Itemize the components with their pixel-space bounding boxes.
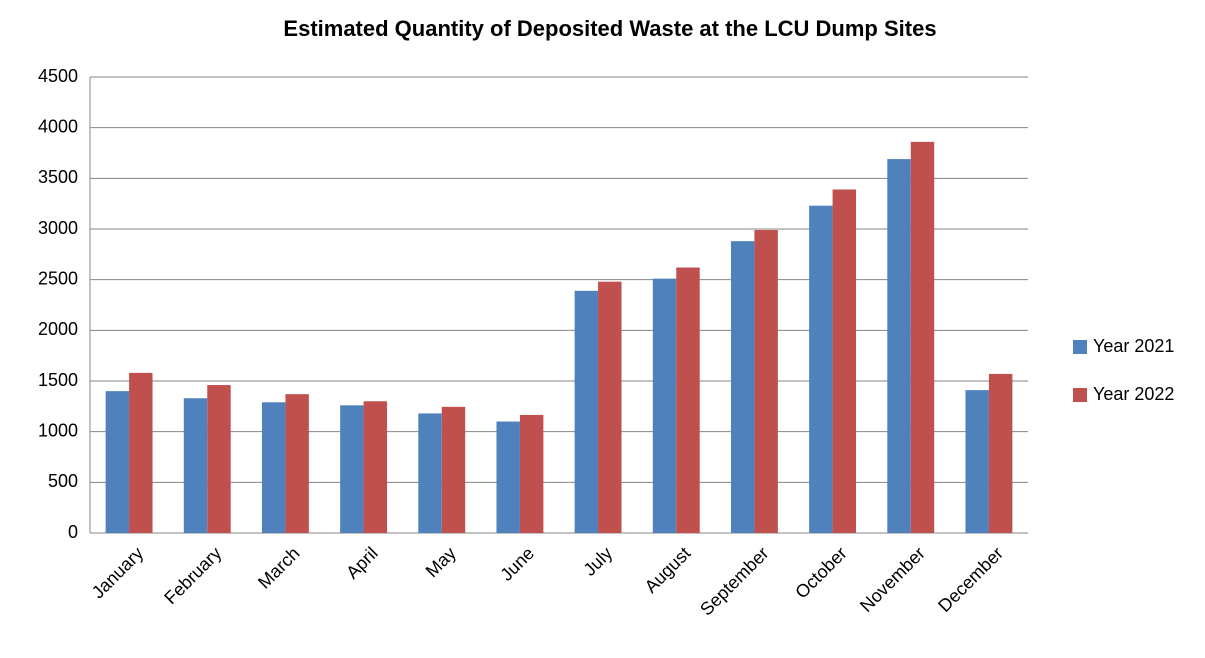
x-tick-label: April	[342, 543, 382, 583]
x-tick-label: June	[496, 543, 538, 585]
y-tick-label: 2000	[38, 319, 78, 339]
legend-label: Year 2022	[1093, 384, 1174, 404]
bar	[574, 290, 599, 533]
bar	[754, 230, 778, 533]
bar	[965, 390, 989, 533]
bar	[676, 267, 700, 533]
bar	[418, 413, 442, 533]
bar	[496, 421, 520, 533]
x-tick-label: July	[579, 543, 616, 580]
y-tick-label: 2500	[38, 268, 78, 288]
bar	[910, 141, 935, 533]
bar	[887, 159, 911, 533]
x-tick-label: November	[856, 543, 929, 616]
x-tick-label: March	[254, 543, 304, 593]
bar	[363, 401, 388, 533]
bar	[183, 398, 208, 533]
legend-swatch	[1073, 388, 1087, 402]
bar	[129, 372, 153, 533]
y-tick-label: 3000	[38, 218, 78, 238]
bar	[988, 373, 1013, 533]
chart-title: Estimated Quantity of Deposited Waste at…	[283, 16, 936, 41]
bar	[809, 205, 833, 533]
bar	[340, 405, 364, 533]
bar	[105, 391, 130, 533]
x-tick-label: September	[696, 543, 772, 619]
x-tick-label: February	[160, 543, 225, 608]
y-tick-label: 1000	[38, 420, 78, 440]
y-tick-label: 4500	[38, 66, 78, 86]
y-tick-label: 3500	[38, 167, 78, 187]
bar	[832, 189, 857, 534]
bar	[598, 281, 622, 533]
legend-label: Year 2021	[1093, 336, 1174, 356]
bar	[730, 241, 755, 533]
bar	[261, 402, 286, 533]
x-tick-label: January	[88, 543, 147, 602]
bar	[285, 394, 309, 533]
x-tick-label: October	[791, 543, 850, 602]
y-tick-label: 0	[68, 522, 78, 542]
x-tick-label: May	[422, 543, 460, 581]
y-tick-label: 4000	[38, 116, 78, 136]
x-tick-label: August	[641, 543, 695, 597]
bar	[207, 385, 231, 533]
legend-swatch	[1073, 340, 1087, 354]
bar	[652, 278, 677, 533]
bar	[441, 406, 466, 533]
bar	[519, 414, 544, 533]
y-tick-label: 1500	[38, 370, 78, 390]
x-tick-label: December	[934, 543, 1007, 616]
y-tick-label: 500	[48, 471, 78, 491]
